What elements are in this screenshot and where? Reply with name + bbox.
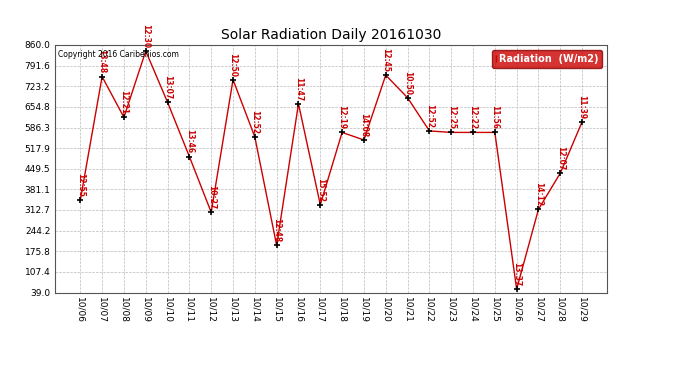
Text: 12:07: 12:07 — [555, 146, 565, 170]
Text: 11:39: 11:39 — [578, 95, 586, 119]
Text: 12:30: 12:30 — [141, 24, 150, 48]
Text: 10:27: 10:27 — [207, 185, 216, 209]
Text: 10:50: 10:50 — [403, 71, 412, 95]
Text: 12:22: 12:22 — [469, 105, 477, 129]
Text: 12:19: 12:19 — [337, 105, 346, 129]
Text: 12:55: 12:55 — [76, 173, 85, 197]
Text: 12:45: 12:45 — [382, 48, 391, 72]
Text: 13:46: 13:46 — [185, 129, 194, 153]
Text: 15:52: 15:52 — [316, 178, 325, 202]
Text: 11:47: 11:47 — [294, 76, 303, 101]
Text: 11:56: 11:56 — [491, 105, 500, 129]
Text: 12:52: 12:52 — [250, 110, 259, 134]
Text: Copyright 2016 Caribenios.com: Copyright 2016 Caribenios.com — [58, 50, 179, 59]
Legend: Radiation  (W/m2): Radiation (W/m2) — [492, 50, 602, 68]
Text: 12:25: 12:25 — [446, 105, 455, 129]
Text: 12:48: 12:48 — [272, 218, 281, 243]
Text: 12:21: 12:21 — [119, 90, 128, 114]
Text: 13:07: 13:07 — [163, 75, 172, 99]
Text: 12:50: 12:50 — [228, 53, 237, 76]
Text: 14:08: 14:08 — [359, 113, 368, 137]
Text: 12:52: 12:52 — [425, 104, 434, 128]
Text: 14:12: 14:12 — [534, 182, 543, 206]
Text: 13:48: 13:48 — [97, 50, 107, 74]
Title: Solar Radiation Daily 20161030: Solar Radiation Daily 20161030 — [221, 28, 442, 42]
Text: 13:37: 13:37 — [512, 262, 521, 286]
